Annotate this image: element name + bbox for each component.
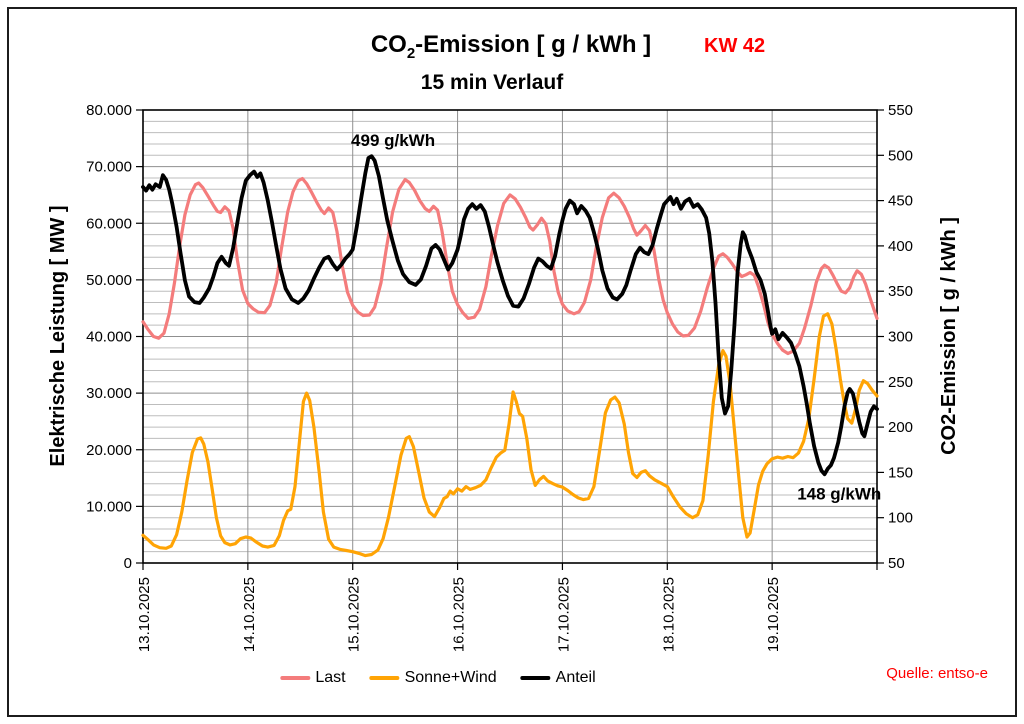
right-axis-title: CO2-Emission [ g / kWh ] — [938, 217, 960, 455]
right-axis-tick-label: 550 — [888, 102, 913, 119]
right-axis-tick-label: 200 — [888, 419, 913, 436]
title-prefix: CO — [370, 31, 407, 58]
right-axis-tick-label: 350 — [888, 283, 913, 300]
legend-swatch — [520, 676, 551, 680]
anteil-line — [141, 154, 879, 477]
legend: Last Sonne+Wind Anteil — [280, 669, 619, 687]
legend-label: Sonne+Wind — [404, 669, 497, 686]
x-axis-tick-label: 18.10.2025 — [660, 577, 677, 652]
legend-label: Anteil — [555, 669, 596, 686]
annotation: 499 g/kWh — [351, 131, 435, 150]
right-axis-tick-label: 100 — [888, 510, 913, 527]
sonne-wind-line — [141, 312, 879, 558]
right-axis-tick-label: 500 — [888, 147, 913, 164]
left-axis-tick-label: 0 — [124, 555, 132, 572]
chart-subtitle: 15 min Verlauf — [420, 71, 564, 94]
legend-swatch — [280, 676, 311, 680]
right-axis-tick-label: 50 — [888, 555, 905, 572]
legend-item-sonne-wind: Sonne+Wind — [369, 669, 497, 687]
left-axis-tick-label: 80.000 — [86, 102, 132, 119]
legend-label: Last — [315, 669, 346, 686]
week-badge: KW 42 — [704, 35, 766, 57]
left-axis-tick-label: 70.000 — [86, 159, 132, 176]
legend-item-anteil: Anteil — [520, 669, 596, 687]
legend-swatch — [369, 676, 400, 680]
left-axis-tick-label: 20.000 — [86, 442, 132, 459]
title-suffix: -Emission [ g / kWh ] — [415, 31, 652, 58]
left-axis-tick-label: 50.000 — [86, 272, 132, 289]
x-axis-tick-label: 19.10.2025 — [765, 577, 782, 652]
last-line — [141, 176, 879, 356]
chart-title: CO2-Emission [ g / kWh ] — [371, 31, 651, 62]
x-axis-tick-label: 14.10.2025 — [241, 577, 258, 652]
x-axis-tick-label: 17.10.2025 — [555, 577, 572, 652]
left-axis-title: Elektrische Leistung [ MW ] — [47, 205, 69, 466]
left-axis-tick-label: 40.000 — [86, 329, 132, 346]
right-axis-tick-label: 250 — [888, 374, 913, 391]
x-axis-tick-label: 13.10.2025 — [136, 577, 153, 652]
source-note: Quelle: entso-e — [886, 665, 988, 682]
left-axis-tick-label: 10.000 — [86, 498, 132, 515]
right-axis-tick-label: 300 — [888, 329, 913, 346]
left-axis-tick-label: 60.000 — [86, 215, 132, 232]
legend-item-last: Last — [280, 669, 346, 687]
right-axis-tick-label: 400 — [888, 238, 913, 255]
right-axis-tick-label: 450 — [888, 193, 913, 210]
title-subscript: 2 — [406, 44, 416, 62]
x-axis-tick-label: 16.10.2025 — [451, 577, 468, 652]
right-axis-tick-label: 150 — [888, 464, 913, 481]
x-axis-tick-label: 15.10.2025 — [346, 577, 363, 652]
annotation: 148 g/kWh — [797, 485, 881, 504]
figure-border — [7, 7, 1017, 717]
left-axis-tick-label: 30.000 — [86, 385, 132, 402]
